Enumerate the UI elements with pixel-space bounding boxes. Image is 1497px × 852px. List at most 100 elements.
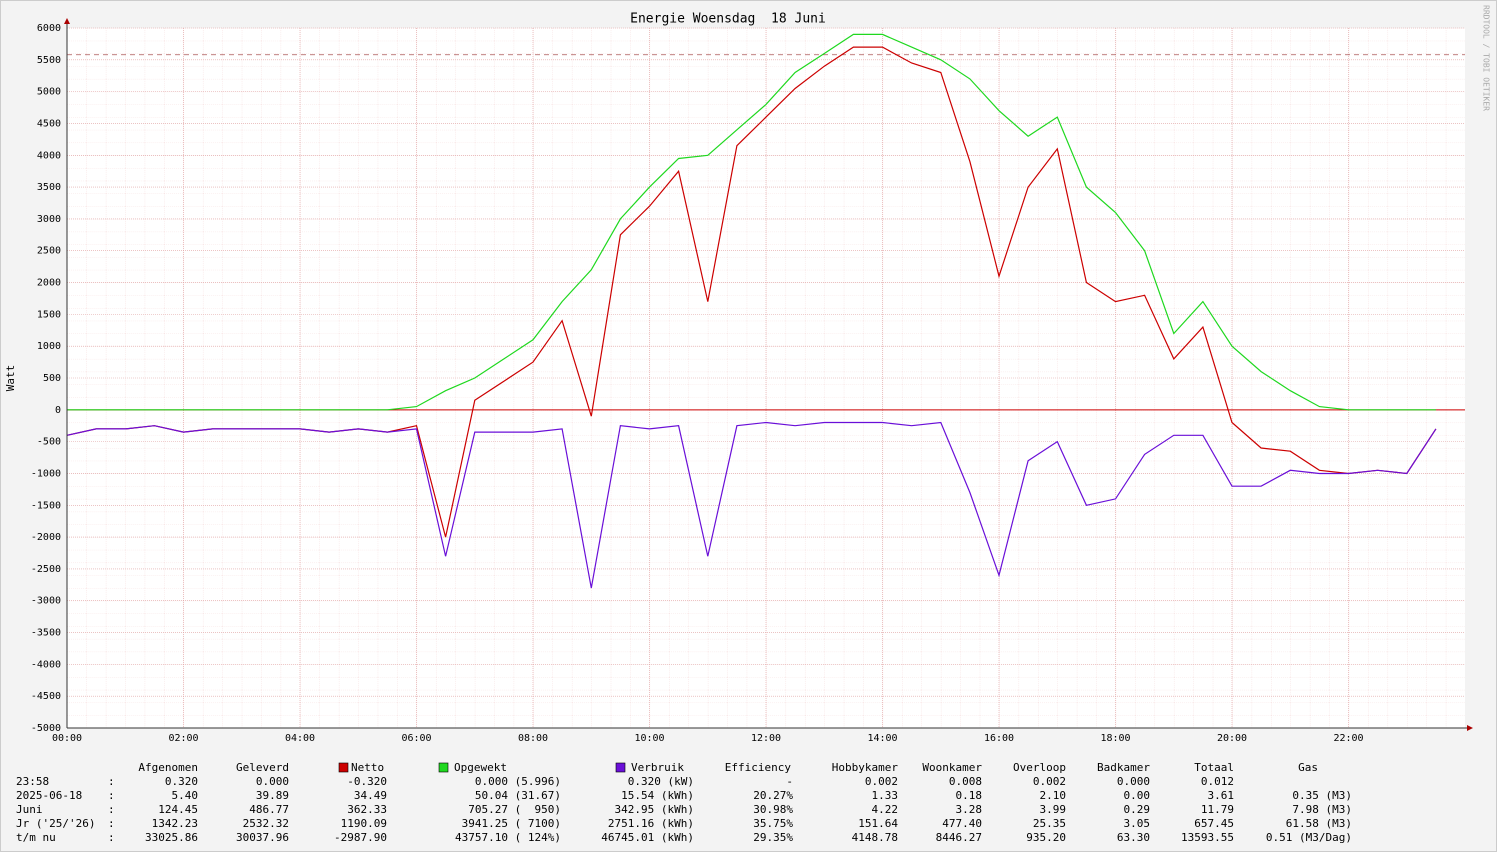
- table-header: Badkamer: [1097, 761, 1150, 774]
- table-cell: 657.45: [1194, 817, 1234, 830]
- y-tick-label: 0: [55, 405, 61, 416]
- table-cell: 0.00: [1124, 789, 1151, 802]
- y-tick-label: 1000: [37, 341, 61, 352]
- y-tick-label: -500: [37, 437, 61, 448]
- x-tick-label: 16:00: [984, 733, 1014, 744]
- table-cell: 0.000 (5.996): [475, 775, 561, 788]
- table-cell: 30.98%: [753, 803, 793, 816]
- series-line: [67, 33, 1436, 411]
- table-cell: 50.04 (31.67): [475, 789, 561, 802]
- y-tick-label: -2500: [31, 564, 61, 575]
- table-header: Gas: [1298, 761, 1318, 774]
- table-cell: 0.320: [165, 775, 198, 788]
- table-cell: 0.002: [1033, 775, 1066, 788]
- table-cell: 5.40: [172, 789, 199, 802]
- table-cell: -: [786, 775, 793, 788]
- x-tick-label: 04:00: [285, 733, 315, 744]
- x-tick-label: 12:00: [751, 733, 781, 744]
- table-cell: 34.49: [354, 789, 387, 802]
- y-tick-label: -1500: [31, 500, 61, 511]
- table-cell: -2987.90: [334, 831, 387, 844]
- table-cell: 935.20: [1026, 831, 1066, 844]
- row-label: Jr ('25/'26): [16, 817, 95, 830]
- table-cell: 33025.86: [145, 831, 198, 844]
- y-axis-label: Watt: [4, 365, 17, 392]
- y-tick-label: 2500: [37, 246, 61, 257]
- y-tick-label: -5000: [31, 723, 61, 734]
- table-header: Netto: [351, 761, 384, 774]
- table-cell: 3.61: [1208, 789, 1235, 802]
- table-cell: 1.33: [872, 789, 899, 802]
- table-cell: 0.000: [256, 775, 289, 788]
- table-header: Afgenomen: [138, 761, 198, 774]
- y-tick-label: 1500: [37, 309, 61, 320]
- table-cell: 124.45: [158, 803, 198, 816]
- y-tick-label: 3500: [37, 182, 61, 193]
- y-tick-label: -4000: [31, 659, 61, 670]
- x-tick-label: 20:00: [1217, 733, 1247, 744]
- table-cell: 39.89: [256, 789, 289, 802]
- y-tick-label: 2000: [37, 278, 61, 289]
- table-cell: 362.33: [347, 803, 387, 816]
- table-cell: 1190.09: [341, 817, 387, 830]
- table-cell: 3.28: [956, 803, 983, 816]
- legend-swatch: [338, 762, 349, 773]
- table-cell: 477.40: [942, 817, 982, 830]
- y-tick-label: 5000: [37, 87, 61, 98]
- y-tick-label: 6000: [37, 23, 61, 34]
- table-cell: 0.51 (M3/Dag): [1266, 831, 1352, 844]
- table-cell: 705.27 ( 950): [468, 803, 561, 816]
- table-header: Hobbykamer: [832, 761, 899, 774]
- table-cell: 25.35: [1033, 817, 1066, 830]
- legend-swatch: [615, 762, 626, 773]
- series-line: [66, 421, 1437, 589]
- table-cell: 0.18: [956, 789, 983, 802]
- row-label: t/m nu: [16, 831, 56, 844]
- table-cell: 0.000: [1117, 775, 1150, 788]
- table-header: Verbruik: [631, 761, 684, 774]
- y-tick-label: 4500: [37, 118, 61, 129]
- table-header: Geleverd: [236, 761, 289, 774]
- table-cell: 46745.01 (kWh): [601, 831, 694, 844]
- table-cell: 1342.23: [152, 817, 198, 830]
- table-cell: 2.10: [1040, 789, 1067, 802]
- table-cell: -0.320: [347, 775, 387, 788]
- x-tick-label: 18:00: [1100, 733, 1130, 744]
- table-cell: 20.27%: [753, 789, 793, 802]
- row-separator: :: [108, 789, 115, 802]
- x-tick-label: 00:00: [52, 733, 82, 744]
- table-header: Totaal: [1194, 761, 1234, 774]
- watermark: RRDTOOL / TOBI OETIKER: [1482, 5, 1491, 111]
- table-cell: 35.75%: [753, 817, 793, 830]
- table-cell: 0.35 (M3): [1292, 789, 1352, 802]
- table-cell: 61.58 (M3): [1286, 817, 1352, 830]
- x-tick-label: 14:00: [867, 733, 897, 744]
- table-cell: 4148.78: [852, 831, 898, 844]
- table-cell: 30037.96: [236, 831, 289, 844]
- y-tick-label: 5500: [37, 55, 61, 66]
- x-tick-label: 06:00: [401, 733, 431, 744]
- y-tick-label: 4000: [37, 150, 61, 161]
- row-separator: :: [108, 775, 115, 788]
- y-tick-label: -3000: [31, 596, 61, 607]
- row-separator: :: [108, 817, 115, 830]
- x-tick-label: 22:00: [1333, 733, 1363, 744]
- table-cell: 63.30: [1117, 831, 1150, 844]
- table-cell: 2751.16 (kWh): [608, 817, 694, 830]
- x-tick-label: 02:00: [168, 733, 198, 744]
- table-header: Woonkamer: [922, 761, 982, 774]
- table-cell: 0.012: [1201, 775, 1234, 788]
- table-header: Efficiency: [725, 761, 792, 774]
- table-cell: 0.008: [949, 775, 982, 788]
- table-cell: 8446.27: [936, 831, 982, 844]
- table-cell: 7.98 (M3): [1292, 803, 1352, 816]
- y-tick-label: 500: [43, 373, 61, 384]
- table-cell: 3.05: [1124, 817, 1151, 830]
- table-cell: 4.22: [872, 803, 899, 816]
- row-separator: :: [108, 803, 115, 816]
- table-cell: 43757.10 ( 124%): [455, 831, 561, 844]
- table-cell: 29.35%: [753, 831, 793, 844]
- row-label: 23:58: [16, 775, 49, 788]
- x-tick-label: 08:00: [518, 733, 548, 744]
